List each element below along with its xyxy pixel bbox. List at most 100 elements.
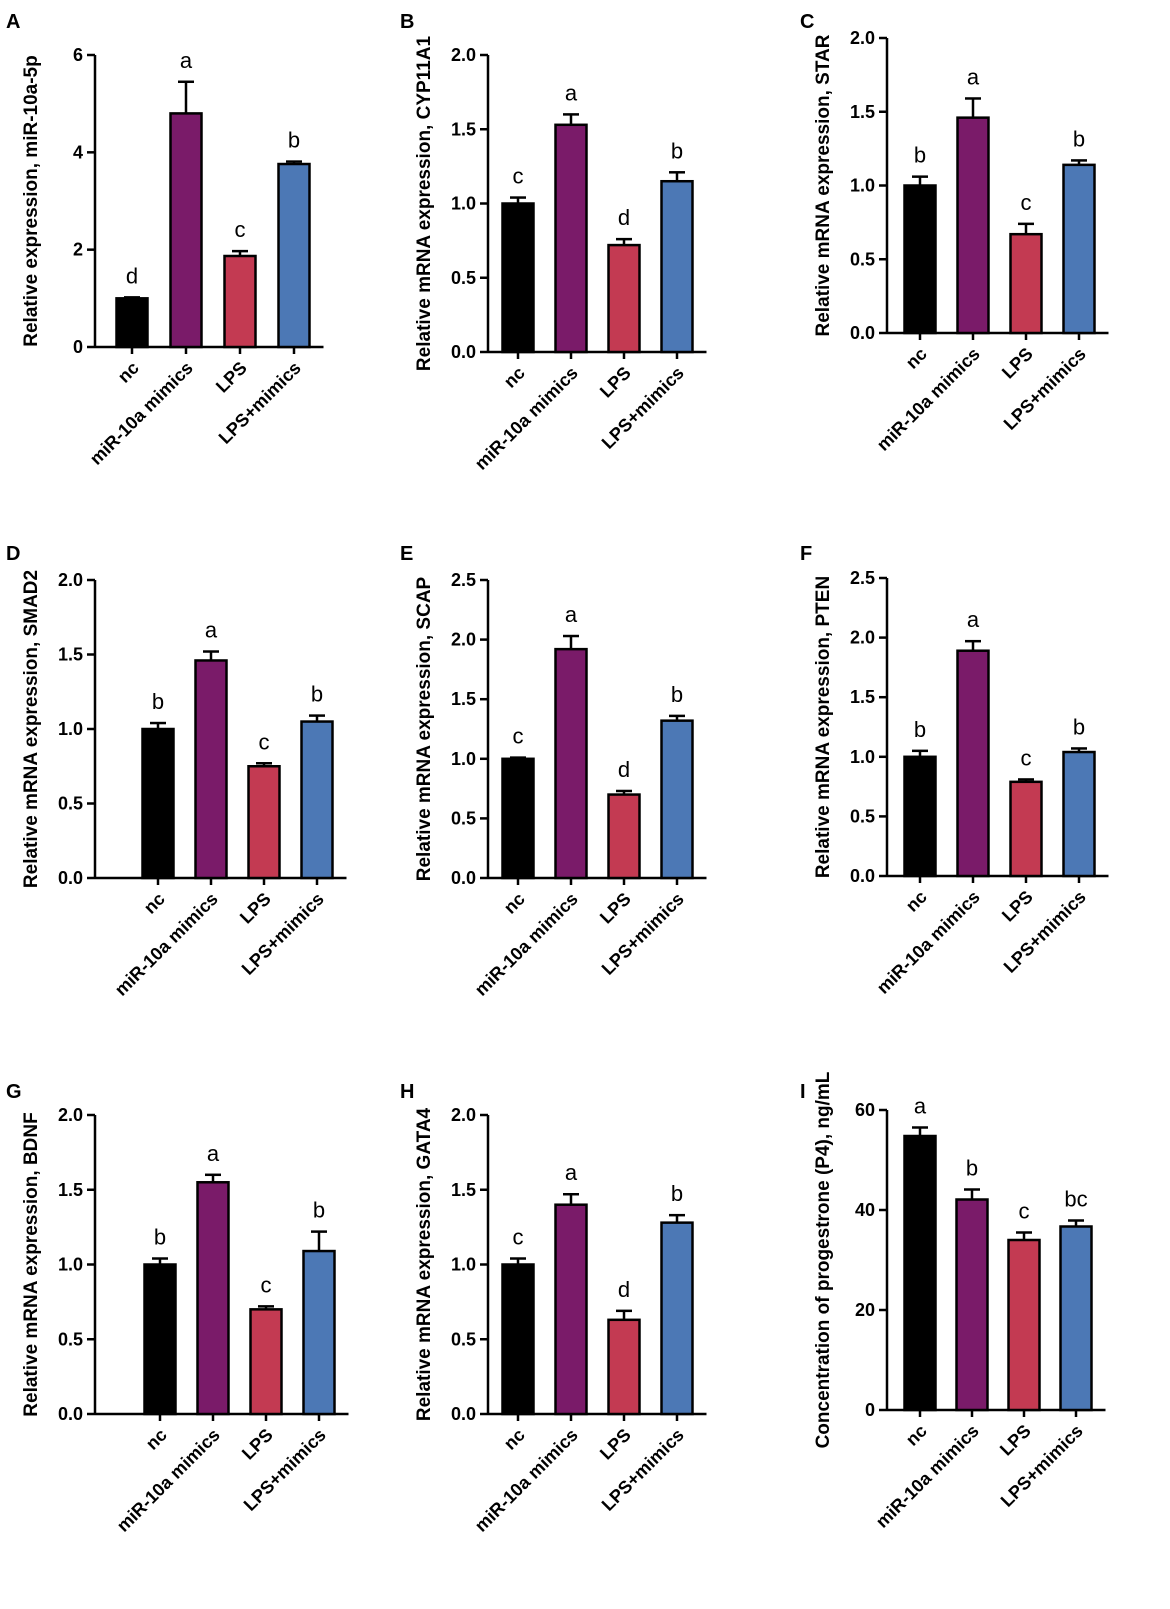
bar-mir-10a-mimics	[956, 649, 990, 878]
y-axis-label: Relative expression, miR-10a-5p	[21, 55, 42, 346]
bar-nc	[141, 727, 175, 880]
significance-letter: b	[671, 138, 683, 163]
y-tick-label: 2.0	[850, 628, 875, 648]
significance-letter: a	[914, 1094, 927, 1119]
significance-letter: c	[235, 217, 246, 242]
significance-letter: b	[671, 1181, 683, 1206]
significance-letter: b	[671, 682, 683, 707]
significance-letter: c	[513, 164, 524, 189]
y-tick-label: 2.0	[58, 570, 83, 590]
x-tick-label: nc	[500, 363, 529, 392]
y-tick-label: 0.5	[58, 1329, 83, 1349]
y-tick-label: 2	[73, 240, 83, 260]
y-tick-label: 0.0	[850, 323, 875, 343]
bar-nc	[903, 755, 937, 878]
y-tick-label: 1.0	[451, 749, 476, 769]
bar-lps-mimics	[277, 162, 311, 349]
bar-lps	[607, 243, 641, 354]
y-tick-label: 1.5	[58, 645, 83, 665]
significance-letter: b	[914, 143, 926, 168]
y-tick-label: 60	[855, 1100, 875, 1120]
bar-nc	[903, 1134, 937, 1412]
bar-lps-mimics	[1062, 750, 1096, 878]
y-tick-label: 1.5	[451, 1180, 476, 1200]
y-axis-label: Relative mRNA expression, GATA4	[414, 1107, 435, 1421]
y-tick-label: 0.0	[451, 342, 476, 362]
bar-lps	[1009, 232, 1043, 335]
panel-i: I Concentration of progestrone (P4), ng/m…	[800, 1071, 1106, 1532]
significance-letter: a	[565, 80, 578, 105]
x-tick-label: LPS	[212, 358, 251, 397]
bar-mir-10a-mimics	[194, 659, 228, 880]
significance-letter: b	[1073, 126, 1085, 151]
y-tick-label: 0	[865, 1400, 875, 1420]
significance-letter: a	[205, 618, 218, 643]
x-tick-label: LPS	[236, 889, 275, 928]
bar-mir-10a-mimics	[956, 116, 990, 335]
bar-nc	[903, 184, 937, 335]
y-tick-label: 20	[855, 1300, 875, 1320]
y-tick-label: 1.0	[850, 176, 875, 196]
y-tick-label: 1.5	[451, 689, 476, 709]
y-tick-label: 2.5	[850, 568, 875, 588]
bar-nc	[501, 1263, 535, 1416]
y-tick-label: 4	[73, 142, 83, 162]
x-tick-label: nc	[902, 344, 931, 373]
significance-letter: c	[513, 1225, 524, 1250]
x-tick-label: LPS	[596, 889, 635, 928]
bar-lps	[223, 254, 257, 349]
x-tick-label: LPS	[996, 1421, 1035, 1460]
y-tick-label: 0.5	[451, 268, 476, 288]
bar-mir-10a-mimics	[554, 1203, 588, 1416]
y-tick-label: 0	[73, 337, 83, 357]
significance-letter: d	[618, 757, 630, 782]
y-axis-label: Relative mRNA expression, BDNF	[21, 1112, 42, 1416]
x-tick-label: nc	[140, 889, 169, 918]
bar-mir-10a-mimics	[554, 647, 588, 880]
significance-letter: b	[311, 682, 323, 707]
y-tick-label: 0.5	[451, 1329, 476, 1349]
panel-a: A Relative expression, miR-10a-5p 0 2 4 6 d nc a…	[6, 11, 324, 469]
x-tick-label: LPS	[998, 887, 1037, 926]
y-axis-label: Relative mRNA expression, PTEN	[813, 576, 834, 878]
significance-letter: c	[513, 724, 524, 749]
significance-letter: c	[259, 729, 270, 754]
y-tick-label: 0.0	[58, 868, 83, 888]
significance-letter: d	[618, 205, 630, 230]
y-tick-label: 2.5	[451, 570, 476, 590]
y-tick-label: 1.0	[58, 719, 83, 739]
y-tick-label: 0.0	[451, 1404, 476, 1424]
bar-lps-mimics	[1059, 1225, 1093, 1412]
y-axis-label: Relative mRNA expression, SCAP	[414, 576, 435, 881]
bar-mir-10a-mimics	[955, 1198, 989, 1412]
significance-letter: a	[967, 607, 980, 632]
y-axis-label: Relative mRNA expression, STAR	[813, 34, 834, 336]
panel-letter: H	[400, 1081, 414, 1103]
y-tick-label: 1.0	[451, 1255, 476, 1275]
x-tick-label: LPS	[596, 363, 635, 402]
bar-mir-10a-mimics	[196, 1181, 230, 1416]
bar-nc	[501, 757, 535, 880]
panel-letter: D	[6, 543, 20, 565]
bar-lps-mimics	[300, 720, 334, 880]
y-tick-label: 1.0	[850, 747, 875, 767]
significance-letter: b	[154, 1225, 166, 1250]
bar-lps	[607, 1318, 641, 1416]
y-tick-label: 0.5	[850, 249, 875, 269]
y-axis-label: Concentration of progestrone (P4), ng/mL	[813, 1071, 834, 1448]
bar-lps	[1007, 1238, 1041, 1412]
panel-letter: G	[6, 1081, 22, 1103]
bar-mir-10a-mimics	[169, 112, 203, 349]
panel-letter: B	[400, 11, 414, 33]
significance-letter: d	[126, 263, 138, 288]
y-tick-label: 0.0	[58, 1404, 83, 1424]
bar-lps-mimics	[1062, 163, 1096, 335]
significance-letter: b	[152, 689, 164, 714]
significance-letter: a	[180, 48, 193, 73]
y-tick-label: 2.0	[451, 45, 476, 65]
y-tick-label: 6	[73, 45, 83, 65]
